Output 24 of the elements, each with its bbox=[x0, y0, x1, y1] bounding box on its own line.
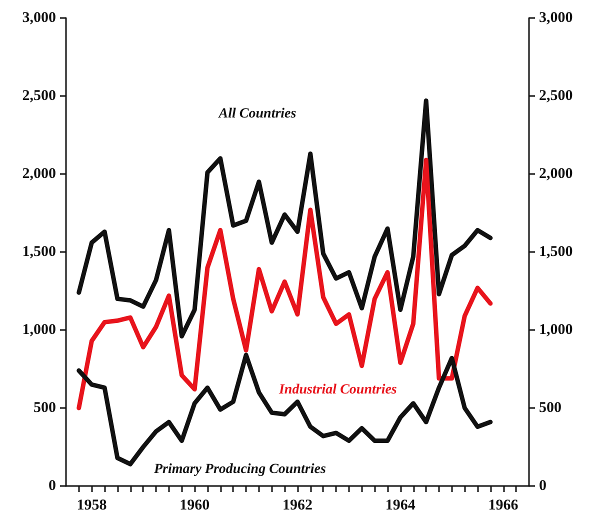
y2-tick-label: 1,000 bbox=[539, 322, 573, 338]
y-tick-label: 2,500 bbox=[22, 88, 56, 104]
x-tick-label: 1962 bbox=[282, 498, 312, 514]
series-label: Primary Producing Countries bbox=[154, 462, 326, 478]
y-tick-label: 3,000 bbox=[22, 10, 56, 26]
y-tick-label: 2,000 bbox=[22, 166, 56, 182]
x-tick-label: 1964 bbox=[385, 498, 416, 514]
y-tick-label: 0 bbox=[48, 478, 56, 494]
y-tick-label: 1,500 bbox=[22, 244, 56, 260]
text: All Countries bbox=[218, 106, 297, 122]
y2-tick-label: 0 bbox=[539, 478, 546, 494]
line-series bbox=[76, 98, 493, 338]
y-tick-label: 1,000 bbox=[22, 322, 56, 338]
y-tick-label: 500 bbox=[34, 400, 56, 416]
y2-tick-label: 2,000 bbox=[539, 166, 573, 182]
series-label: Industrial Countries bbox=[278, 382, 398, 398]
y2-tick-label: 2,500 bbox=[539, 88, 573, 104]
line-series bbox=[76, 158, 493, 410]
x-tick-label: 1966 bbox=[488, 498, 519, 514]
y2-tick-label: 500 bbox=[539, 400, 562, 416]
x-tick-label: 1960 bbox=[180, 498, 210, 514]
y2-tick-label: 3,000 bbox=[539, 10, 573, 26]
x-tick-label: 1958 bbox=[76, 498, 107, 514]
y2-tick-label: 1,500 bbox=[539, 244, 573, 260]
